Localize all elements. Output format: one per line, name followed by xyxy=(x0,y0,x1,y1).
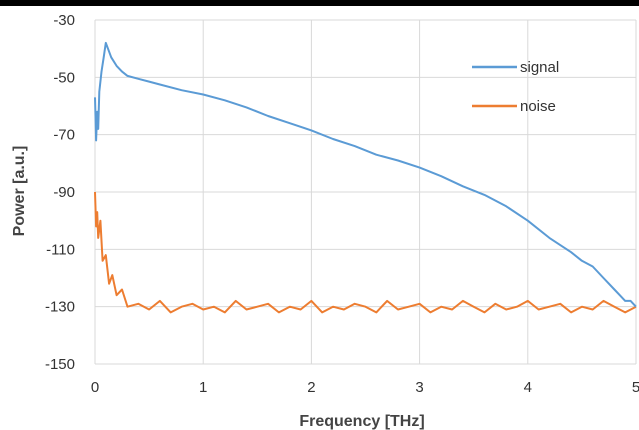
legend-label-noise: noise xyxy=(520,98,556,115)
x-axis-title: Frequency [THz] xyxy=(299,413,424,430)
series-line-signal xyxy=(94,41,637,308)
y-tick-label: -150 xyxy=(45,356,75,373)
legend-label-signal: signal xyxy=(520,59,559,76)
top-border-bar xyxy=(0,0,639,6)
x-tick-label: 3 xyxy=(415,379,423,396)
y-tick-label: -50 xyxy=(53,69,75,86)
y-tick-label: -110 xyxy=(46,241,75,258)
y-axis-ticks: -30 -50 -70 -90 -110 -130 -150 xyxy=(45,12,75,373)
x-tick-label: 1 xyxy=(199,379,207,396)
x-tick-label: 5 xyxy=(632,379,639,396)
x-tick-label: 2 xyxy=(307,379,315,396)
legend: signal noise xyxy=(472,59,559,115)
y-tick-label: -70 xyxy=(53,127,75,144)
y-tick-label: -130 xyxy=(45,299,75,316)
x-tick-label: 4 xyxy=(524,379,532,396)
y-tick-label: -30 xyxy=(53,12,75,29)
x-tick-label: 0 xyxy=(91,379,99,396)
y-axis-title: Power [a.u.] xyxy=(11,146,28,237)
y-tick-label: -90 xyxy=(53,184,75,201)
series-layer xyxy=(94,41,637,314)
series-line-noise xyxy=(94,191,637,314)
x-axis-ticks: 0 1 2 3 4 5 xyxy=(91,379,639,396)
